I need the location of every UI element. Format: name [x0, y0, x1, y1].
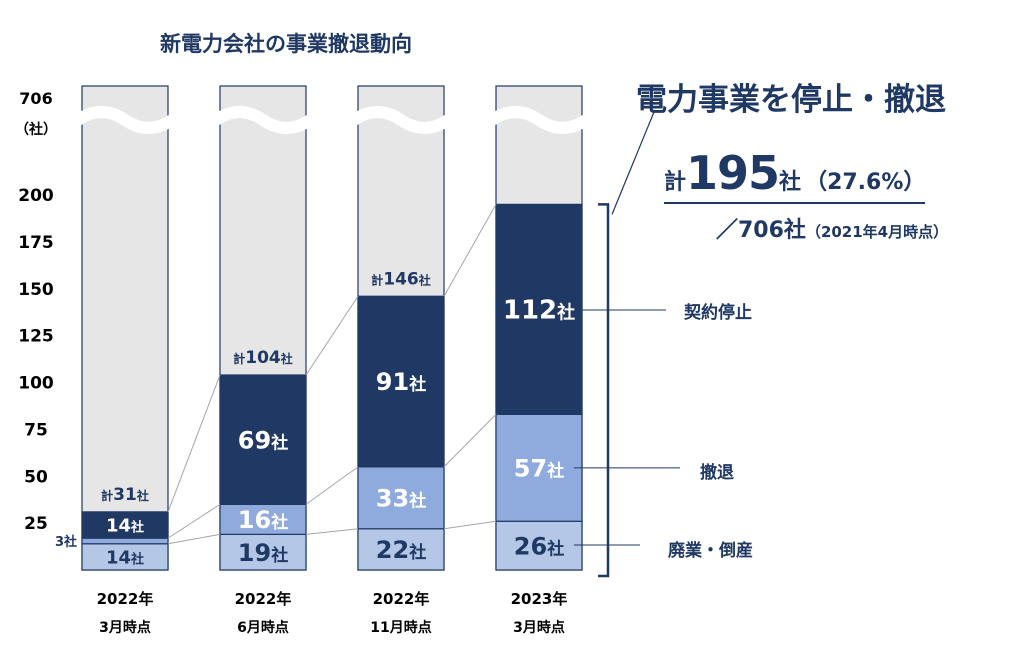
segment-label: 16社	[238, 506, 288, 534]
segment-label: 57社	[514, 454, 564, 482]
denominator-text: ／706社	[716, 218, 806, 243]
axis-break-wave	[212, 106, 314, 134]
x-category-year: 2022年	[235, 590, 292, 608]
connector-line	[167, 503, 221, 539]
segment-contract-stop	[495, 203, 583, 415]
segment-label: 14社	[106, 547, 144, 568]
y-tick-label: 50	[24, 467, 48, 487]
x-category-month: 11月時点	[370, 619, 431, 636]
total-bracket	[598, 203, 610, 578]
x-category-year: 2022年	[97, 590, 154, 608]
y-axis-top-value: 706	[19, 89, 52, 108]
segment-label-outside: 3社	[55, 534, 77, 550]
y-tick-label: 125	[18, 327, 54, 347]
chart-title: 新電力会社の事業撤退動向	[160, 32, 412, 56]
y-tick-label: 25	[24, 514, 48, 534]
total-summary: 計195社 （27.6%）	[664, 146, 926, 204]
connector-line	[167, 374, 221, 513]
segment-label: 112社	[503, 296, 575, 326]
segment-label: 14社	[106, 515, 144, 536]
y-tick-label: 175	[18, 233, 54, 253]
segment-contract-stop	[81, 511, 169, 539]
denominator: ／706社（2021年4月時点）	[716, 212, 948, 244]
axis-break-wave	[350, 106, 452, 134]
y-axis-unit-label: （社）	[15, 121, 57, 138]
total-label: 計31社	[101, 485, 149, 505]
segment-label: 91社	[376, 368, 426, 396]
segment-label: 33社	[376, 484, 426, 512]
segment-label: 22社	[376, 536, 426, 564]
axis-break-wave	[488, 106, 590, 134]
segment-label: 26社	[514, 532, 564, 560]
total-summary-prefix: 計	[664, 170, 687, 195]
segment-withdrawal	[495, 413, 583, 522]
connector-line	[167, 533, 221, 545]
x-category-year: 2023年	[511, 590, 568, 608]
segment-withdrawal	[357, 466, 445, 530]
headline-pointer	[611, 111, 655, 215]
legend-label-closure: 廃業・倒産	[668, 541, 753, 561]
total-label: 計104社	[233, 348, 293, 368]
x-category-year: 2022年	[373, 590, 430, 608]
total-summary-unit: 社	[779, 170, 802, 195]
connector-line	[443, 520, 497, 530]
segment-withdrawal	[81, 537, 169, 545]
connector-line	[443, 204, 497, 297]
connector-line	[305, 295, 359, 376]
legend-label-contract-stop: 契約停止	[684, 303, 752, 323]
x-category-month: 6月時点	[237, 619, 289, 636]
segment-contract-stop	[357, 295, 445, 468]
connector-line	[305, 466, 359, 505]
y-tick-label: 100	[18, 374, 54, 394]
capacity-bar	[81, 85, 169, 571]
connector-line	[305, 528, 359, 535]
segment-closure	[495, 520, 583, 571]
denominator-note: （2021年4月時点）	[805, 223, 949, 241]
total-summary-number: 195	[686, 146, 780, 200]
y-tick-label: 200	[18, 186, 54, 206]
segment-closure	[219, 533, 307, 571]
total-summary-percent: （27.6%）	[805, 170, 926, 195]
segment-withdrawal	[219, 503, 307, 535]
x-category-month: 3月時点	[99, 619, 151, 636]
y-tick-label: 150	[18, 280, 54, 300]
axis-break-wave	[74, 106, 176, 134]
legend-label-withdrawal: 撤退	[700, 463, 734, 483]
headline: 電力事業を停止・撤退	[636, 82, 946, 118]
segment-label: 19社	[238, 539, 288, 567]
total-label: 計146社	[371, 269, 431, 289]
x-category-month: 3月時点	[513, 619, 565, 636]
connector-line	[443, 414, 497, 468]
segment-contract-stop	[219, 374, 307, 505]
segment-label: 69社	[238, 426, 288, 454]
y-tick-label: 75	[24, 420, 48, 440]
